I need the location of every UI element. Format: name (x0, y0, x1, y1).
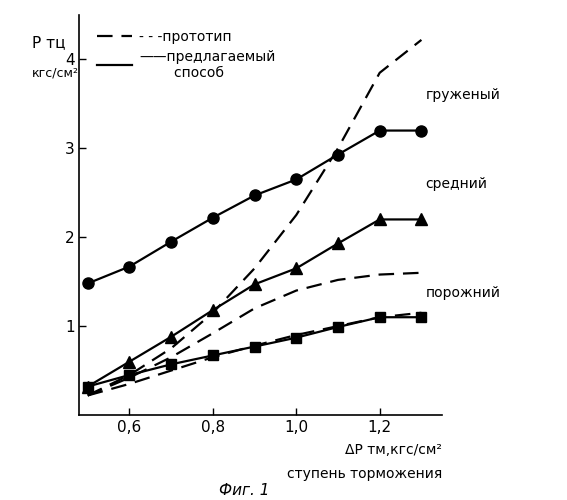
Text: кгс/см²: кгс/см² (32, 67, 79, 80)
Text: ΔP тм,кгс/см²: ΔP тм,кгс/см² (345, 443, 442, 457)
Text: P тц: P тц (32, 35, 66, 50)
Text: средний: средний (426, 177, 488, 191)
Text: ступень торможения: ступень торможения (287, 467, 442, 481)
Text: Фиг. 1: Фиг. 1 (218, 483, 269, 498)
Legend: - - -прототип, ——предлагаемый
        способ: - - -прототип, ——предлагаемый способ (97, 30, 275, 80)
Text: груженый: груженый (426, 88, 501, 102)
Text: порожний: порожний (426, 286, 501, 300)
